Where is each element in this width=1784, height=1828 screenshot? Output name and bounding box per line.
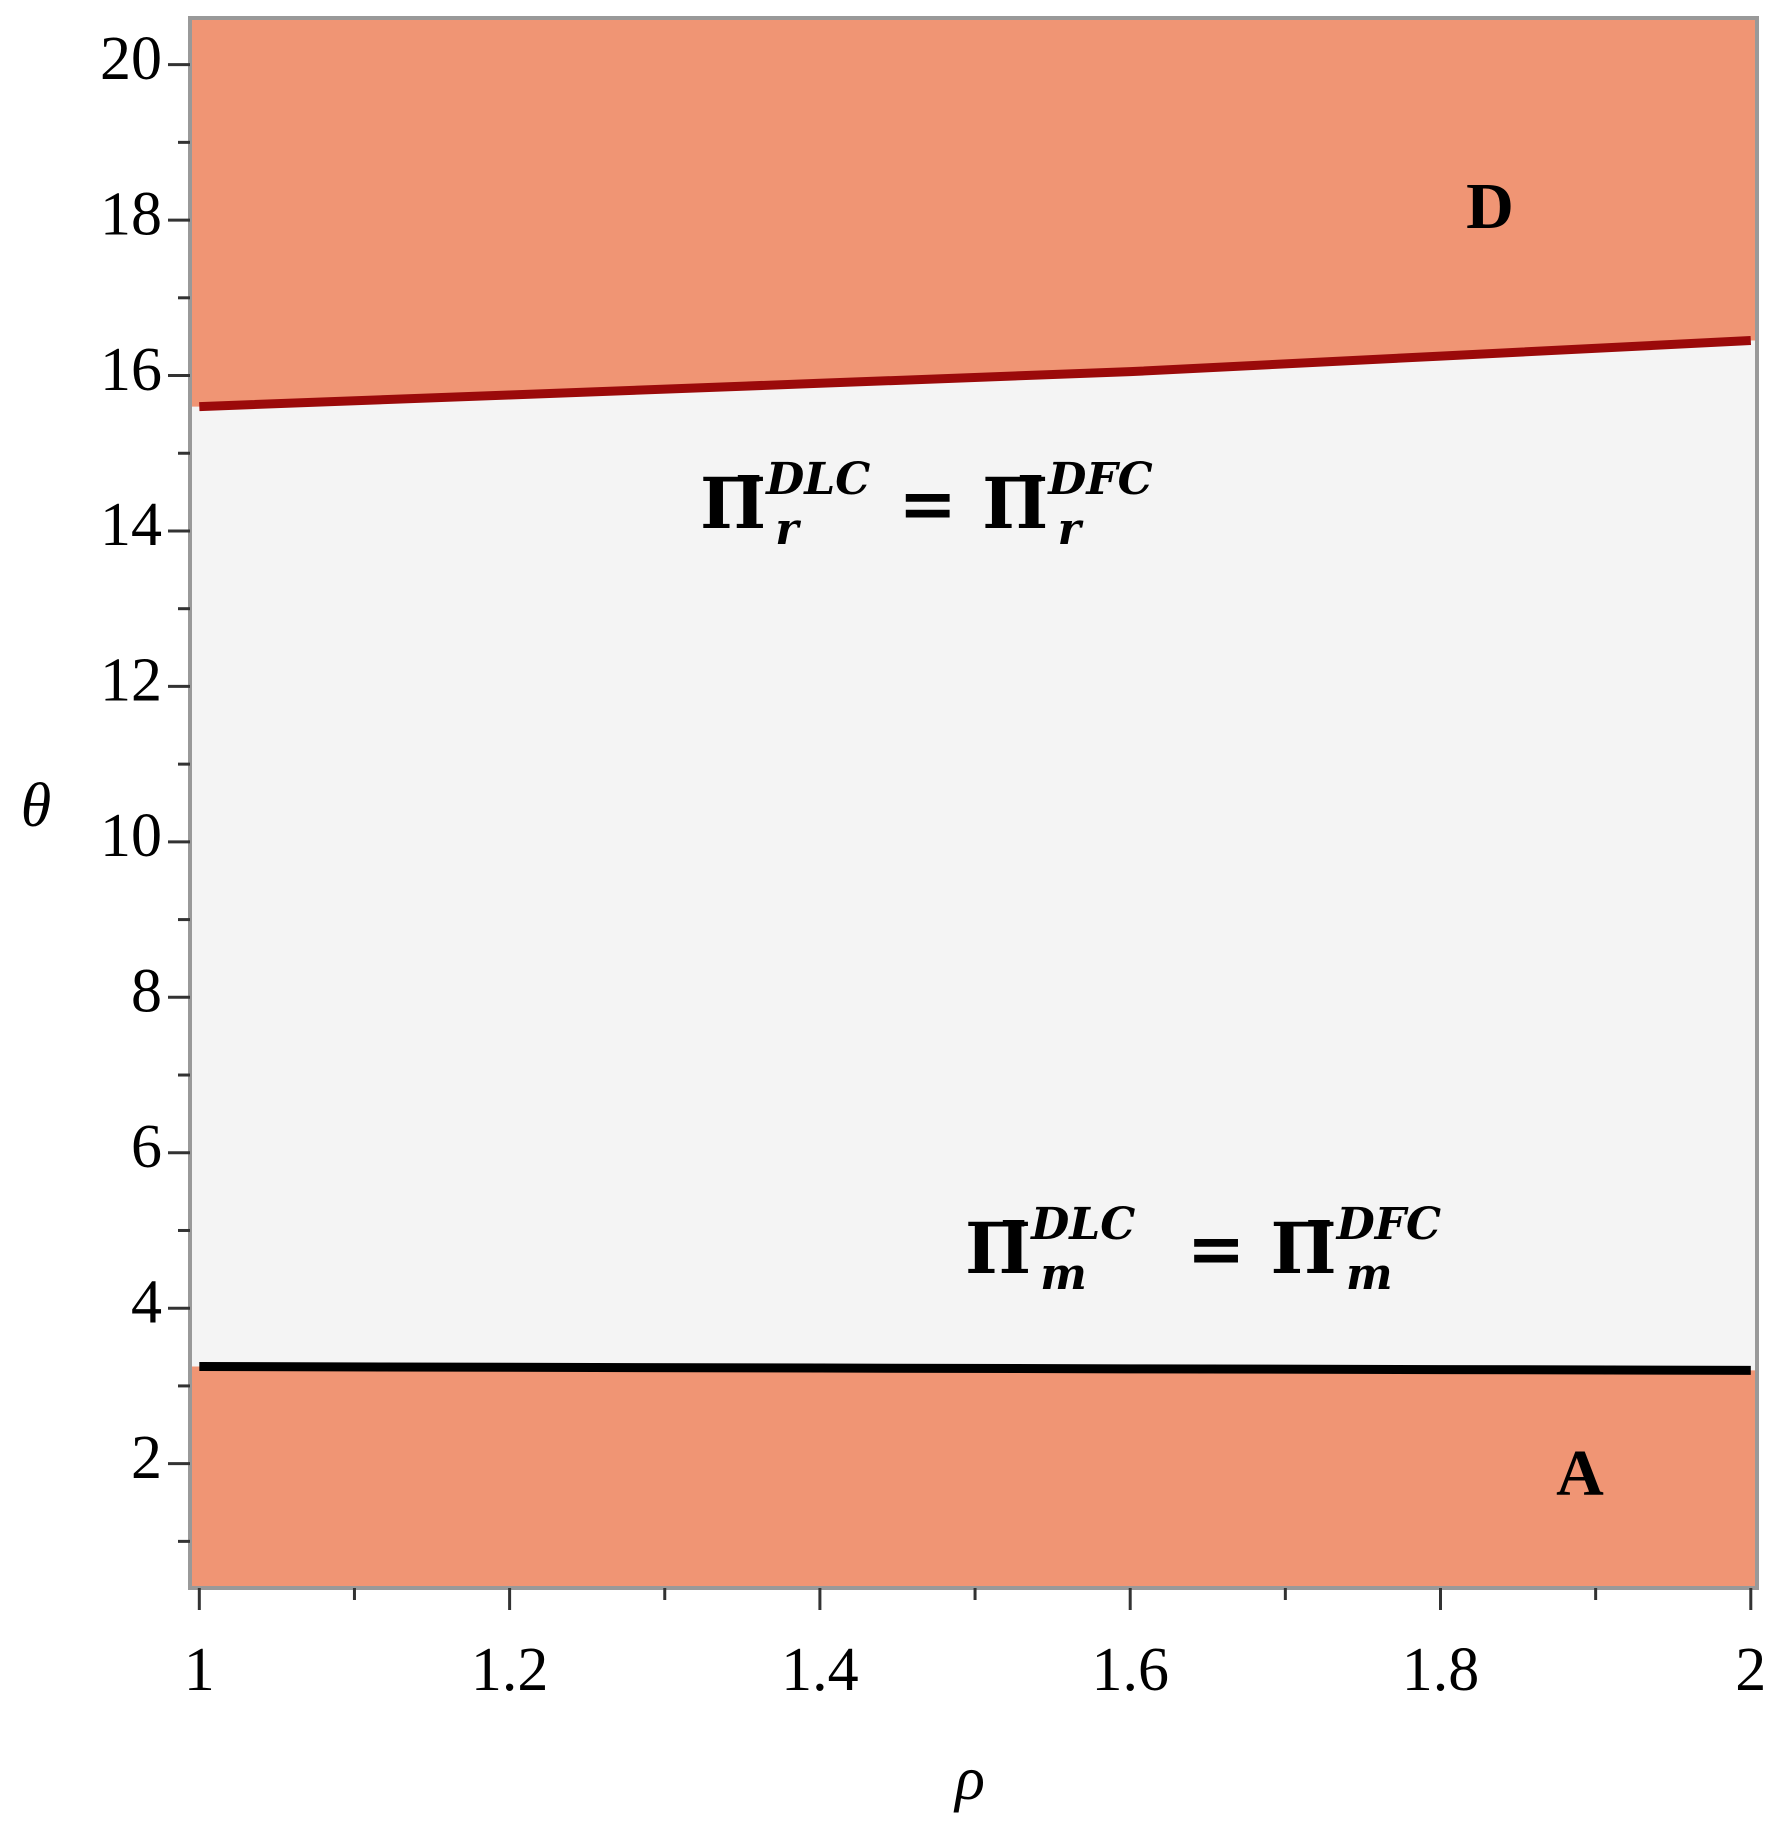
relation: = [898, 462, 957, 545]
symbol: Π̄ [982, 462, 1048, 545]
boundary-line [199, 1361, 1751, 1375]
x-tick-label: 1 [184, 1636, 215, 1704]
curve-equation: Π̄DLC r = Π̄DFC r [700, 454, 1153, 555]
y-tick-label: 8 [131, 958, 162, 1026]
x-tick-label: 1.2 [471, 1636, 549, 1704]
x-axis-title: ρ [953, 1745, 985, 1813]
plot-frame [188, 16, 1759, 1590]
y-tick-label: 4 [131, 1268, 162, 1336]
superscript: DFC [1046, 454, 1152, 505]
y-axis-title: θ [21, 772, 51, 840]
superscript: DFC [1335, 1199, 1441, 1250]
subscript: m [1040, 1249, 1087, 1300]
y-tick-label: 20 [100, 25, 162, 93]
relation: = [1187, 1207, 1246, 1290]
symbol: Π̄ [700, 462, 766, 545]
y-tick-label: 14 [100, 491, 162, 559]
y-tick-label: 12 [100, 647, 162, 715]
region-fill [190, 1366, 1757, 1588]
x-tick-label: 1.6 [1091, 1636, 1169, 1704]
x-tick-label: 2 [1735, 1636, 1766, 1704]
y-tick-label: 10 [100, 802, 162, 870]
region-label: A [1556, 1437, 1604, 1510]
superscript: DLC [1029, 1199, 1135, 1250]
y-tick-label: 18 [100, 180, 162, 248]
y-tick-label: 16 [100, 336, 162, 404]
region-fill [190, 18, 1757, 407]
region-label: D [1466, 170, 1514, 243]
subscript: r [1058, 504, 1084, 555]
symbol: Π̄ [965, 1207, 1031, 1290]
boundary-line [199, 336, 1752, 412]
x-tick-label: 1.4 [781, 1636, 859, 1704]
curve-equation: Π̄DLC m = Π̄DFC m [965, 1199, 1441, 1300]
subscript: m [1346, 1249, 1393, 1300]
symbol: Π̄ [1270, 1207, 1336, 1290]
subscript: r [775, 504, 801, 555]
x-tick-label: 1.8 [1402, 1636, 1480, 1704]
y-tick-label: 2 [131, 1424, 162, 1492]
superscript: DLC [764, 454, 870, 505]
y-tick-label: 6 [131, 1113, 162, 1181]
